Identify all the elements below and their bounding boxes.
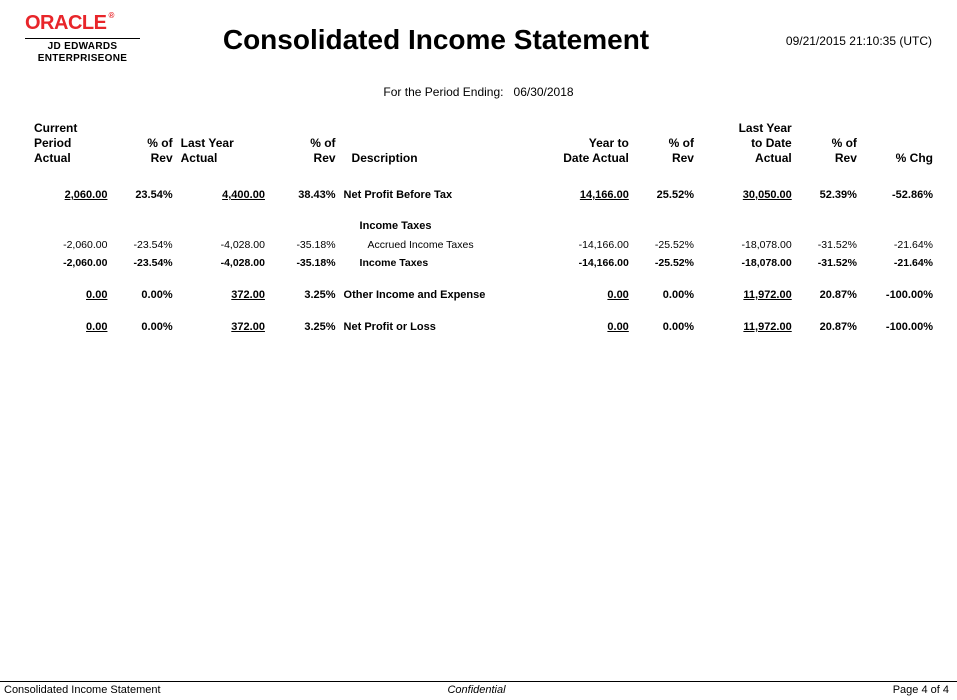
cell: -4,028.00: [177, 254, 269, 272]
cell: 11,972.00: [698, 318, 796, 336]
cell-desc: Other Income and Expense: [340, 286, 530, 304]
report-table: CurrentPeriodActual % ofRev Last YearAct…: [0, 121, 957, 336]
col-pct-rev-1: % ofRev: [111, 121, 176, 172]
cell: -21.64%: [861, 236, 937, 254]
col-pct-chg: % Chg: [861, 121, 937, 172]
col-pct-rev-4: % ofRev: [796, 121, 861, 172]
cell: -31.52%: [796, 254, 861, 272]
cell: 25.52%: [633, 186, 698, 204]
report-header: ORACLE® JD EDWARDS ENTERPRISEONE Consoli…: [0, 0, 957, 65]
col-ytd: Year toDate Actual: [530, 121, 633, 172]
cell: 52.39%: [796, 186, 861, 204]
col-last-year: Last YearActual: [177, 121, 269, 172]
oracle-wordmark: ORACLE: [25, 12, 106, 35]
col-description: Description: [340, 121, 530, 172]
cell: -100.00%: [861, 318, 937, 336]
cell-desc: Accrued Income Taxes: [340, 236, 530, 254]
report-title: Consolidated Income Statement: [140, 24, 732, 56]
cell: -31.52%: [796, 236, 861, 254]
logo-divider: [25, 38, 140, 39]
col-ly-ytd: Last Yearto DateActual: [698, 121, 796, 172]
cell: -23.54%: [111, 254, 176, 272]
oracle-logo: ORACLE®: [25, 12, 140, 35]
cell-desc: Net Profit Before Tax: [340, 186, 530, 204]
jde-line2: ENTERPRISEONE: [25, 53, 140, 65]
period-value: 06/30/2018: [514, 85, 574, 99]
cell: -2,060.00: [30, 254, 111, 272]
cell-desc: Income Taxes: [340, 254, 530, 272]
cell: -2,060.00: [30, 236, 111, 254]
cell: 372.00: [177, 286, 269, 304]
oracle-logo-block: ORACLE® JD EDWARDS ENTERPRISEONE: [25, 12, 140, 65]
cell: 0.00%: [633, 318, 698, 336]
cell: 0.00%: [633, 286, 698, 304]
col-pct-rev-3: % ofRev: [633, 121, 698, 172]
col-pct-rev-2: % ofRev: [269, 121, 340, 172]
cell: -21.64%: [861, 254, 937, 272]
footer-right: Page 4 of 4: [634, 684, 949, 696]
cell: -35.18%: [269, 236, 340, 254]
cell: 0.00: [530, 318, 633, 336]
cell: 11,972.00: [698, 286, 796, 304]
cell: 372.00: [177, 318, 269, 336]
cell: 0.00%: [111, 286, 176, 304]
cell: -14,166.00: [530, 254, 633, 272]
cell: 2,060.00: [30, 186, 111, 204]
cell: -52.86%: [861, 186, 937, 204]
cell: 0.00%: [111, 318, 176, 336]
report-footer: Consolidated Income Statement Confidenti…: [0, 681, 957, 700]
cell: -23.54%: [111, 236, 176, 254]
cell: 14,166.00: [530, 186, 633, 204]
cell: 0.00: [30, 286, 111, 304]
footer-left: Consolidated Income Statement: [4, 684, 319, 696]
report-timestamp: 09/21/2015 21:10:35 (UTC): [732, 12, 932, 48]
cell: -25.52%: [633, 254, 698, 272]
cell: 0.00: [530, 286, 633, 304]
row-net-profit-before-tax: 2,060.00 23.54% 4,400.00 38.43% Net Prof…: [30, 186, 937, 204]
cell: 20.87%: [796, 318, 861, 336]
cell: 38.43%: [269, 186, 340, 204]
cell: -100.00%: [861, 286, 937, 304]
col-current-period: CurrentPeriodActual: [30, 121, 111, 172]
cell: 4,400.00: [177, 186, 269, 204]
period-line: For the Period Ending: 06/30/2018: [0, 85, 957, 99]
row-accrued-taxes: -2,060.00 -23.54% -4,028.00 -35.18% Accr…: [30, 236, 937, 254]
cell: -18,078.00: [698, 254, 796, 272]
cell: -35.18%: [269, 254, 340, 272]
jde-line1: JD EDWARDS: [25, 41, 140, 53]
cell: 30,050.00: [698, 186, 796, 204]
cell: -18,078.00: [698, 236, 796, 254]
row-other-income-expense: 0.00 0.00% 372.00 3.25% Other Income and…: [30, 286, 937, 304]
cell: -14,166.00: [530, 236, 633, 254]
cell: -4,028.00: [177, 236, 269, 254]
title-wrap: Consolidated Income Statement: [140, 12, 732, 56]
row-income-taxes-header: Income Taxes: [30, 204, 937, 236]
column-headers: CurrentPeriodActual % ofRev Last YearAct…: [30, 121, 937, 172]
period-label: For the Period Ending:: [383, 85, 503, 99]
footer-center: Confidential: [319, 684, 634, 696]
cell-desc: Income Taxes: [340, 204, 530, 236]
cell-desc: Net Profit or Loss: [340, 318, 530, 336]
cell: 3.25%: [269, 318, 340, 336]
cell: 0.00: [30, 318, 111, 336]
cell: 3.25%: [269, 286, 340, 304]
cell: 20.87%: [796, 286, 861, 304]
cell: 23.54%: [111, 186, 176, 204]
cell: -25.52%: [633, 236, 698, 254]
row-net-profit-loss: 0.00 0.00% 372.00 3.25% Net Profit or Lo…: [30, 318, 937, 336]
registered-icon: ®: [108, 11, 113, 20]
row-income-taxes-total: -2,060.00 -23.54% -4,028.00 -35.18% Inco…: [30, 254, 937, 272]
